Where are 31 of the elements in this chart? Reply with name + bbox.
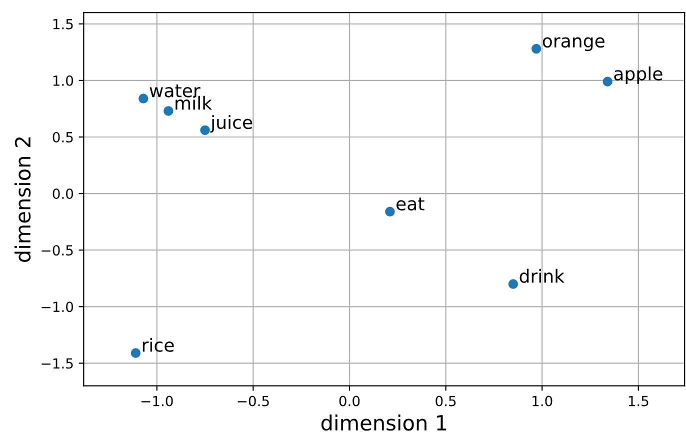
- x-tick-label: 0.5: [436, 396, 456, 406]
- annotation: milk: [176, 96, 212, 110]
- annotation: water: [150, 84, 200, 98]
- y-tick-label: −1.5: [42, 358, 73, 369]
- x-tick-label: 0.0: [339, 396, 360, 406]
- y-axis-title: dimension 2: [14, 137, 31, 262]
- annotation: eat: [396, 198, 424, 211]
- annotation: drink: [520, 268, 565, 283]
- x-tick-label: −0.5: [238, 396, 269, 406]
- y-tick-label: 1.0: [53, 75, 74, 86]
- y-tick-label: 1.5: [53, 19, 73, 30]
- annotation: apple: [614, 66, 662, 84]
- point: [164, 106, 174, 116]
- point: [508, 279, 518, 289]
- y-tick-label: 0.5: [52, 132, 73, 142]
- point: [138, 94, 148, 104]
- x-tick-label: 1.0: [532, 396, 552, 406]
- x-tick-label: −1.0: [141, 396, 173, 406]
- point: [602, 76, 612, 86]
- point: [200, 125, 210, 136]
- annotation: rice: [142, 338, 174, 352]
- annotation: juice: [210, 115, 252, 133]
- y-tick-label: −0.5: [42, 245, 73, 256]
- point: [130, 348, 141, 358]
- point: [385, 206, 395, 217]
- y-tick-label: 0.0: [52, 188, 74, 200]
- x-axis-title: dimension 1: [321, 414, 446, 431]
- y-tick-label: −1.0: [42, 302, 74, 312]
- annotation: orange: [542, 37, 604, 52]
- point: [531, 44, 542, 54]
- x-tick-label: 1.5: [628, 396, 648, 406]
